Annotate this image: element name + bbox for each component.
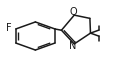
Text: O: O [69,7,76,17]
Text: F: F [6,23,12,33]
Text: N: N [69,41,76,51]
